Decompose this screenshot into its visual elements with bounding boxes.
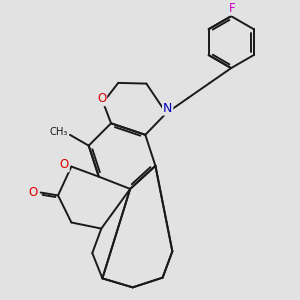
Text: F: F <box>229 2 236 15</box>
Text: CH₃: CH₃ <box>50 127 68 137</box>
Text: N: N <box>163 102 172 115</box>
Text: O: O <box>97 92 106 105</box>
Text: O: O <box>28 186 38 199</box>
Text: O: O <box>59 158 69 171</box>
